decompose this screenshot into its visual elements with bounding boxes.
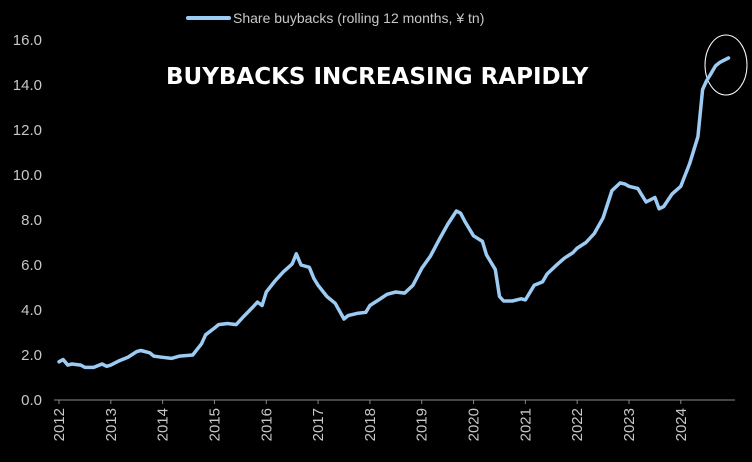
x-tick-label: 2022 (569, 408, 586, 441)
series-layer (57, 56, 731, 370)
y-tick-label: 12.0 (13, 122, 42, 139)
x-tick-label: 2016 (258, 408, 275, 441)
y-tick-label: 14.0 (13, 77, 42, 94)
legend-label: Share buybacks (rolling 12 months, ¥ tn) (233, 10, 484, 26)
x-tick-label: 2019 (414, 408, 431, 441)
y-tick-label: 8.0 (21, 212, 42, 229)
x-tick-label: 2020 (466, 408, 483, 441)
x-tick-label: 2021 (517, 408, 534, 441)
x-tick-label: 2012 (51, 408, 68, 441)
series-line-share-buybacks (57, 56, 731, 370)
x-axis: 2012 2013 2014 2015 2016 2017 2018 2019 2020 2021… (51, 400, 690, 441)
legend: Share buybacks (rolling 12 months, ¥ tn) (186, 10, 484, 26)
highlight-circle (704, 34, 748, 96)
x-tick-label: 2017 (310, 408, 327, 441)
x-tick-label: 2018 (362, 408, 379, 441)
annotation-headline: BUYBACKS INCREASING RAPIDLY (166, 64, 589, 90)
y-tick-label: 0.0 (21, 392, 42, 409)
y-tick-label: 4.0 (21, 302, 42, 319)
x-tick-label: 2013 (103, 408, 120, 441)
y-tick-label: 16.0 (13, 32, 42, 49)
y-tick-label: 10.0 (13, 167, 42, 184)
x-tick-label: 2015 (206, 408, 223, 441)
y-tick-label: 6.0 (21, 257, 42, 274)
y-tick-label: 2.0 (21, 347, 42, 364)
x-tick-label: 2014 (155, 408, 172, 441)
y-axis: 0.0 2.0 4.0 6.0 8.0 10.0 12.0 14.0 16.0 (13, 32, 42, 409)
x-tick-label: 2023 (621, 408, 638, 441)
x-tick-label: 2024 (673, 408, 690, 441)
